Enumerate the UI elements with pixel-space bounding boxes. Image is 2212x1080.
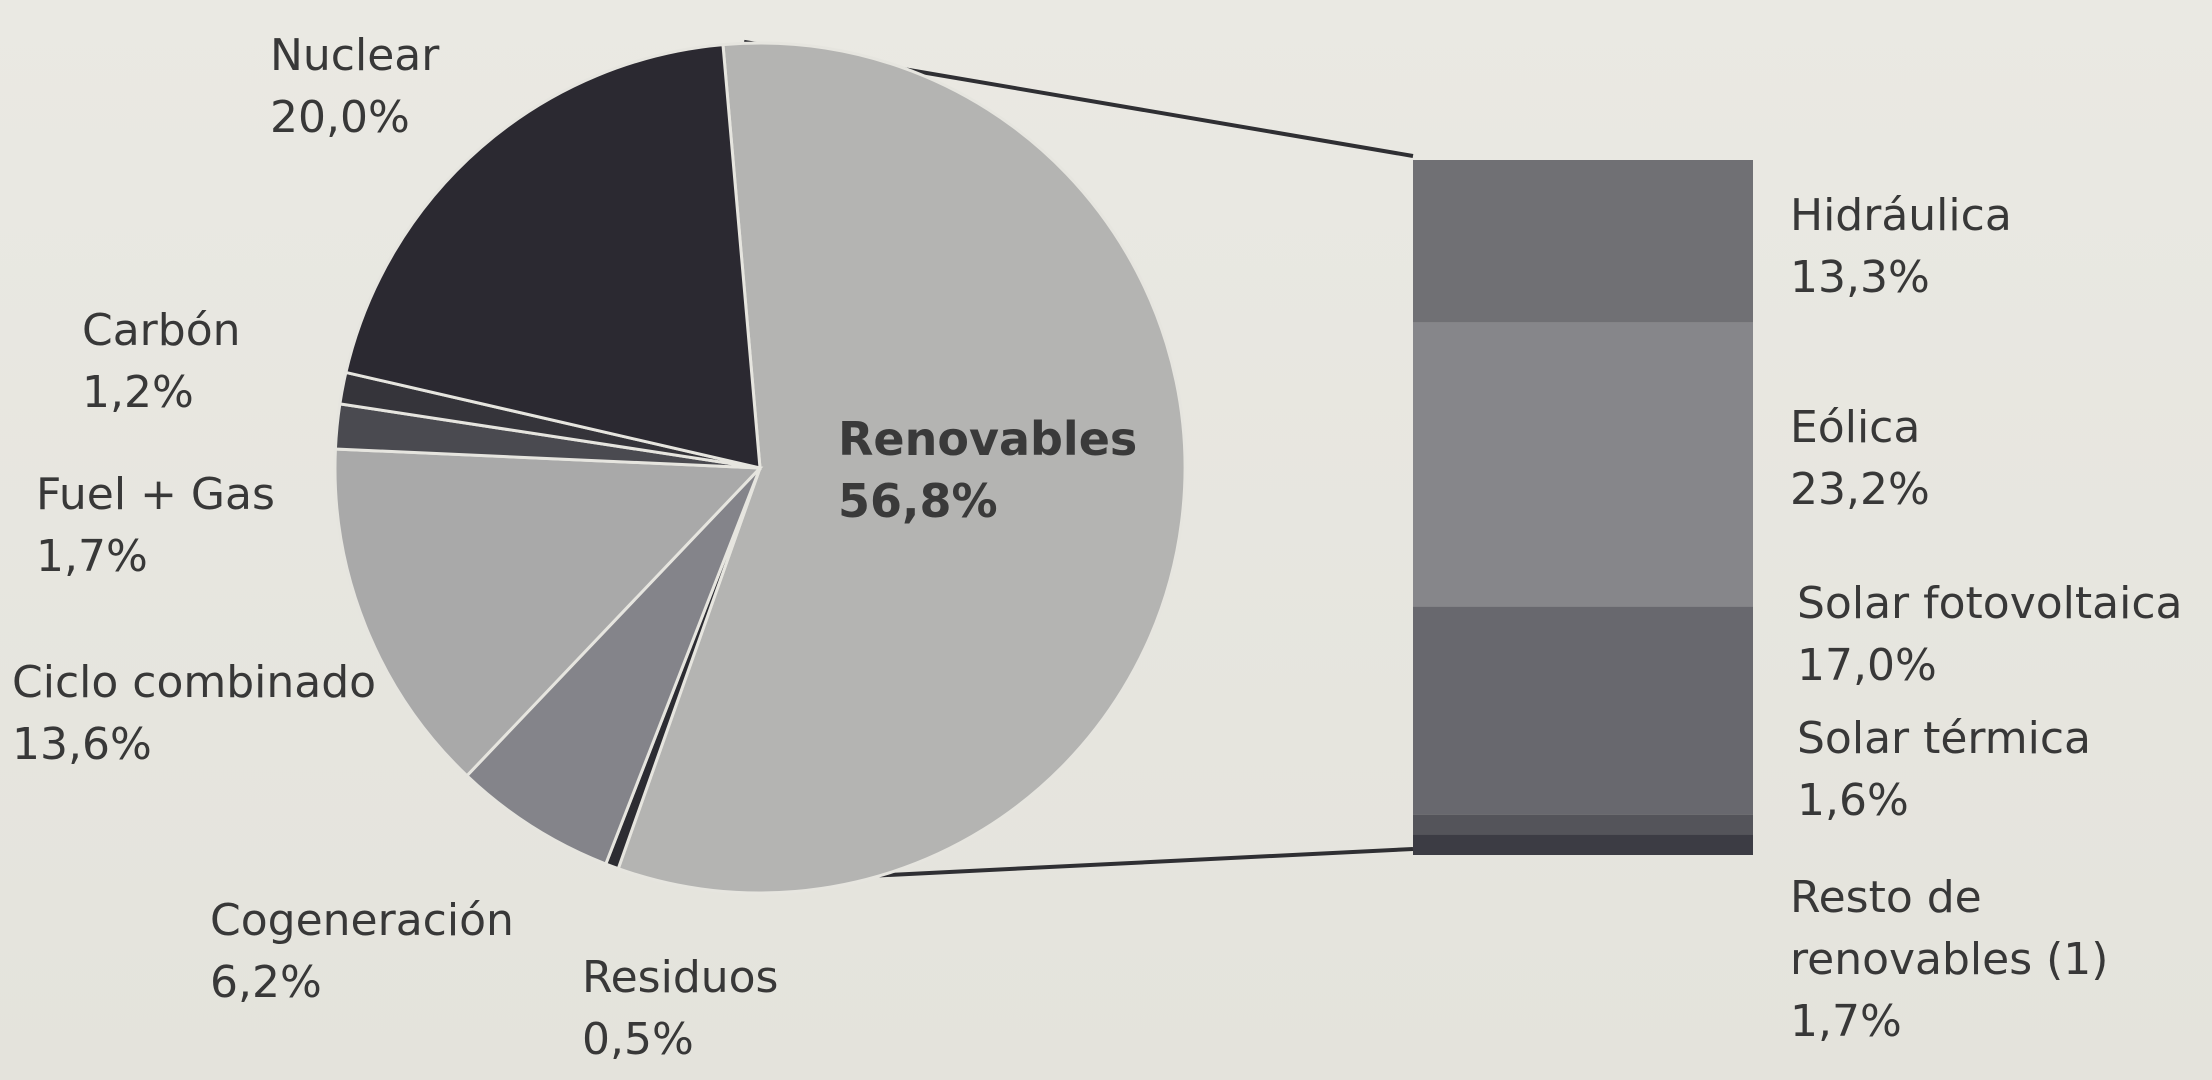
pie-label-ciclo-combinado: Ciclo combinado 13,6% — [12, 657, 376, 770]
bar-label-eolica: Eólica 23,2% — [1790, 402, 1930, 515]
bar-segment-hidraulica — [1413, 160, 1753, 323]
pie-label-cogeneracion: Cogeneración 6,2% — [210, 895, 514, 1008]
bar-label-hidraulica: Hidráulica 13,3% — [1790, 190, 2012, 303]
pie-slice-cogeneracion — [464, 466, 762, 866]
bar-segment-eolica — [1413, 322, 1753, 607]
pie-label-renovables: Renovables 56,8% — [838, 412, 1137, 528]
pie-label-fuel-gas: Fuel + Gas 1,7% — [36, 469, 275, 582]
pie-slice-renovables — [616, 41, 1187, 895]
bar-segment-solar-termica — [1413, 814, 1753, 835]
pie-label-carbon: Carbón 1,2% — [82, 305, 241, 418]
bar-label-solar-termica: Solar térmica 1,6% — [1797, 713, 2091, 826]
pie-label-nuclear: Nuclear 20,0% — [270, 30, 440, 143]
bar-label-resto-de-renovables-1: Resto de renovables (1) 1,7% — [1790, 872, 2108, 1047]
bar-label-solar-fotovoltaica: Solar fotovoltaica 17,0% — [1797, 578, 2182, 691]
pie-slice-nuclear — [344, 42, 762, 470]
bar-segment-resto-de-renovables-1 — [1413, 834, 1753, 855]
pie-slice-ciclo-combinado — [333, 447, 764, 778]
pie-label-residuos: Residuos 0,5% — [582, 952, 778, 1065]
bar-segment-solar-fotovoltaica — [1413, 606, 1753, 815]
